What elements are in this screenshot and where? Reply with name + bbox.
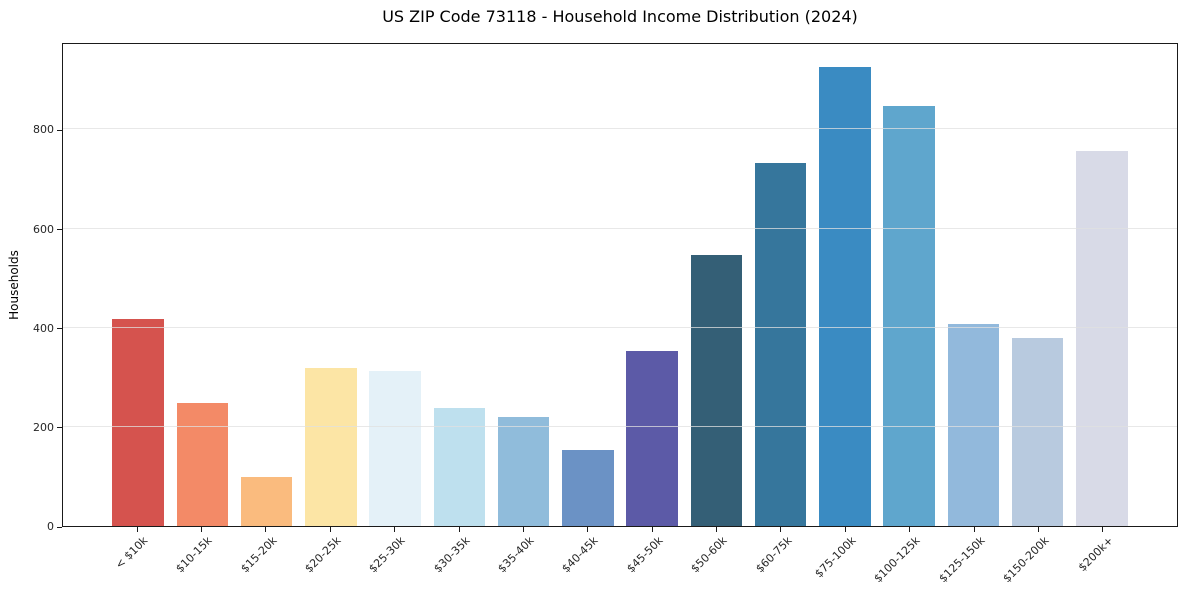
xtick-mark xyxy=(201,527,203,532)
ytick-mark xyxy=(57,526,62,528)
xtick-mark xyxy=(587,527,589,532)
xtick-mark xyxy=(394,527,396,532)
ytick-mark xyxy=(57,129,62,131)
xtick-mark xyxy=(651,527,653,532)
bar-slot xyxy=(106,44,170,526)
ytick-mark xyxy=(57,427,62,429)
xtick-mark xyxy=(909,527,911,532)
ytick-label: 200 xyxy=(33,420,54,434)
bar-25-30k xyxy=(369,370,421,526)
bar-10-15k xyxy=(176,402,229,526)
bar-slot xyxy=(427,44,491,526)
plot-area xyxy=(62,43,1178,527)
bar-slot xyxy=(556,44,620,526)
bar-slot xyxy=(492,44,556,526)
bar-15-20k xyxy=(240,476,293,526)
xtick-label: $125-150k xyxy=(936,534,988,586)
bar-slot xyxy=(941,44,1005,526)
xtick-label: $35-40k xyxy=(495,534,537,576)
xtick-label: $40-45k xyxy=(559,534,602,576)
bars-row xyxy=(63,44,1177,526)
xtick-label: $30-35k xyxy=(430,534,473,576)
bar-75-100k xyxy=(819,66,871,526)
ytick-label: 400 xyxy=(33,321,54,335)
ytick-label: 800 xyxy=(33,123,54,137)
xtick-label: $10-15k xyxy=(173,534,215,576)
gridline-y-200 xyxy=(63,425,1177,427)
bar-60-75k xyxy=(754,163,807,526)
gridline-y-400 xyxy=(63,326,1177,328)
xtick-label: $20-25k xyxy=(302,534,344,576)
ytick-mark xyxy=(57,229,62,231)
xtick-mark xyxy=(716,527,718,532)
bar-150-200k xyxy=(1011,338,1064,526)
bar-slot xyxy=(235,44,299,526)
xtick-mark xyxy=(1102,527,1104,532)
bar-40-45k xyxy=(562,449,614,526)
y-axis-label: Households xyxy=(7,250,21,320)
xtick-mark xyxy=(973,527,975,532)
bar-10k xyxy=(112,318,164,526)
bar-slot xyxy=(299,44,363,526)
xtick-label: $150-200k xyxy=(1000,534,1052,586)
bar-slot xyxy=(1006,44,1070,526)
bar-30-35k xyxy=(433,407,486,526)
bar-slot xyxy=(1070,44,1134,526)
xtick-mark xyxy=(265,527,267,532)
ytick-mark xyxy=(57,328,62,330)
xtick-mark xyxy=(780,527,782,532)
bar-slot xyxy=(363,44,427,526)
bar-slot xyxy=(170,44,234,526)
bar-125-150k xyxy=(947,323,1000,526)
gridline-y-800 xyxy=(63,128,1177,130)
bar-35-40k xyxy=(497,417,550,526)
xtick-label: $45-50k xyxy=(624,534,666,576)
chart-title: US ZIP Code 73118 - Household Income Dis… xyxy=(382,7,858,26)
xtick-mark xyxy=(844,527,846,532)
xtick-mark xyxy=(329,527,331,532)
xtick-label: $25-30k xyxy=(366,534,408,576)
xtick-mark xyxy=(136,527,138,532)
bar-20-25k xyxy=(305,368,357,526)
xtick-label: $200k+ xyxy=(1075,534,1117,575)
xtick-label: $15-20k xyxy=(237,534,280,576)
ytick-label: 0 xyxy=(47,520,54,533)
bar-50-60k xyxy=(690,254,743,526)
xtick-mark xyxy=(1037,527,1039,532)
xtick-label: < $10k xyxy=(112,534,151,572)
bar-100-125k xyxy=(883,106,935,526)
bar-slot xyxy=(749,44,813,526)
bar-200k xyxy=(1076,150,1128,526)
xtick-label: $75-100k xyxy=(812,534,859,581)
bar-45-50k xyxy=(626,350,678,526)
xtick-label: $100-125k xyxy=(871,534,923,586)
bar-slot xyxy=(877,44,941,526)
bar-slot xyxy=(813,44,877,526)
bar-slot xyxy=(620,44,684,526)
xtick-label: $60-75k xyxy=(752,534,795,576)
xtick-label: $50-60k xyxy=(688,534,730,576)
xtick-mark xyxy=(522,527,524,532)
xtick-mark xyxy=(458,527,460,532)
gridline-y-600 xyxy=(63,227,1177,229)
bar-slot xyxy=(684,44,748,526)
ytick-label: 600 xyxy=(33,222,54,236)
